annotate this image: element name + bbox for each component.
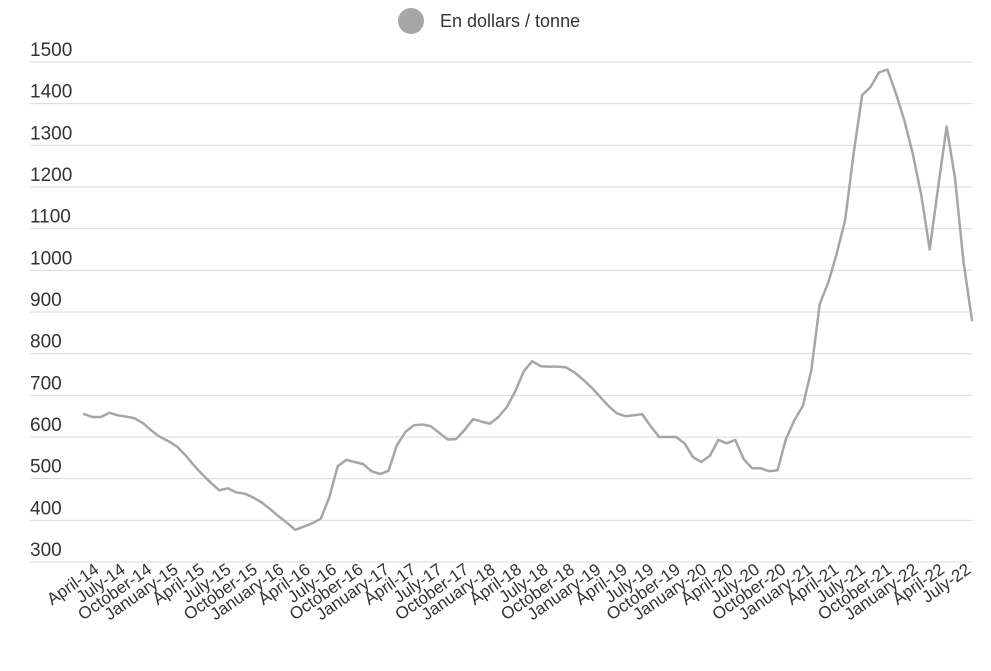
y-tick-label: 1000 [30, 248, 72, 269]
plot-area [82, 68, 974, 532]
y-tick-label: 300 [30, 540, 62, 561]
legend-label: En dollars / tonne [440, 10, 581, 31]
y-tick-label: 500 [30, 457, 62, 478]
y-tick-label: 1500 [30, 40, 72, 61]
x-axis: April-14July-14October-14January-15April… [43, 560, 974, 624]
y-tick-label: 1200 [30, 165, 72, 186]
legend-swatch [398, 8, 424, 34]
y-tick-label: 400 [30, 498, 62, 519]
y-axis: 300 400 500 600 700 800 900 1000 1100 1200 1300 140… [30, 40, 72, 561]
y-tick-label: 1300 [30, 123, 72, 144]
y-tick-label: 700 [30, 373, 62, 394]
y-tick-label: 1400 [30, 82, 72, 103]
y-tick-label: 600 [30, 415, 62, 436]
series-line [82, 68, 974, 532]
y-tick-label: 900 [30, 290, 62, 311]
y-tick-label: 800 [30, 332, 62, 353]
y-tick-label: 1100 [30, 207, 71, 228]
gridlines [30, 61, 972, 563]
legend: En dollars / tonne [398, 8, 580, 34]
